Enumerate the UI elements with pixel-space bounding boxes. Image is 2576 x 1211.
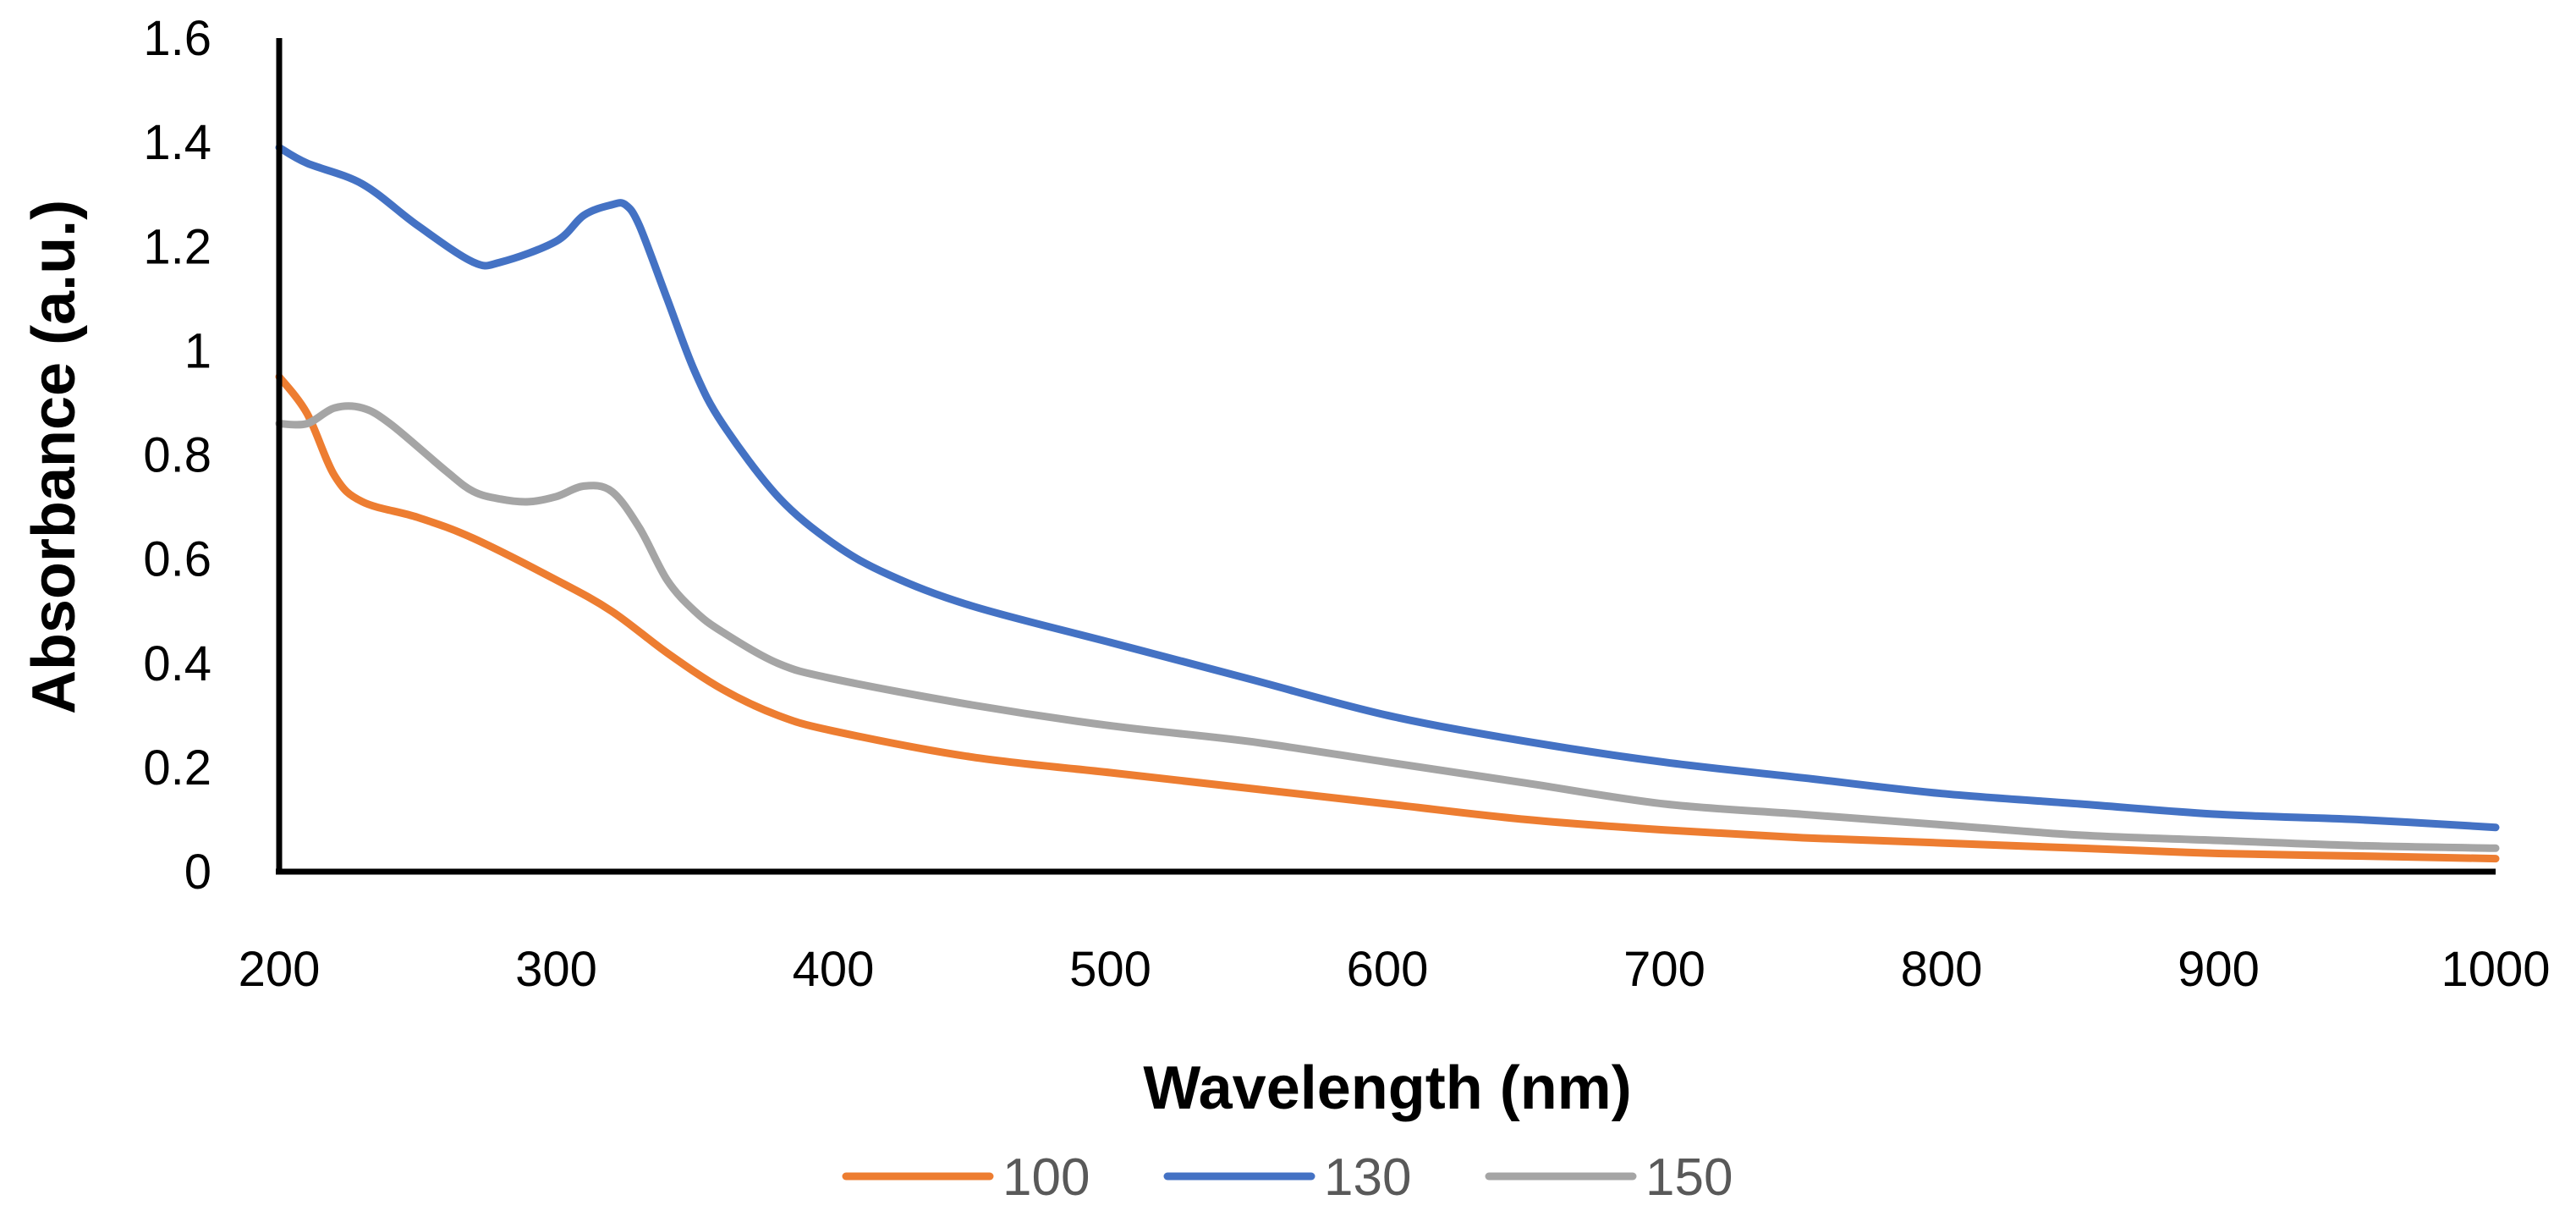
x-tick-label: 200 (239, 942, 321, 997)
y-tick-label: 1.2 (143, 219, 211, 274)
x-tick-label: 700 (1623, 942, 1705, 997)
x-tick-label: 300 (515, 942, 597, 997)
legend-item-130: 130 (1163, 1148, 1411, 1207)
y-tick-labels: 0 0.2 0.4 0.6 0.8 1 1.2 1.4 1.6 (143, 11, 211, 900)
legend-item-150: 150 (1485, 1148, 1733, 1207)
x-tick-label: 400 (793, 942, 875, 997)
y-tick-label: 0.2 (143, 740, 211, 795)
x-tick-label: 900 (2178, 942, 2260, 997)
series-layer (275, 143, 2500, 863)
legend-label-100: 100 (1002, 1148, 1090, 1207)
legend: 100 130 150 (842, 1148, 1733, 1207)
y-tick-label: 0 (184, 845, 211, 900)
y-tick-label: 1 (184, 323, 211, 378)
x-axis-title: Wavelength (nm) (1143, 1054, 1631, 1122)
legend-label-150: 150 (1645, 1148, 1733, 1207)
series-line-100 (275, 372, 2500, 863)
x-tick-labels: 200 300 400 500 600 700 800 900 1000 (239, 942, 2551, 997)
series-line-130 (275, 143, 2500, 832)
x-tick-label: 800 (1901, 942, 1983, 997)
x-tick-label: 1000 (2441, 942, 2550, 997)
series-line-150 (275, 402, 2500, 852)
x-tick-label: 600 (1347, 942, 1429, 997)
x-tick-label: 500 (1069, 942, 1151, 997)
legend-item-100: 100 (842, 1148, 1090, 1207)
axes-layer (276, 38, 2496, 875)
y-tick-label: 0.6 (143, 532, 211, 587)
y-axis-title: Absorbance (a.u.) (20, 200, 88, 714)
legend-label-130: 130 (1324, 1148, 1411, 1207)
y-tick-label: 1.4 (143, 115, 211, 170)
y-tick-label: 0.4 (143, 636, 211, 691)
y-tick-label: 0.8 (143, 428, 211, 483)
y-tick-label: 1.6 (143, 11, 211, 66)
